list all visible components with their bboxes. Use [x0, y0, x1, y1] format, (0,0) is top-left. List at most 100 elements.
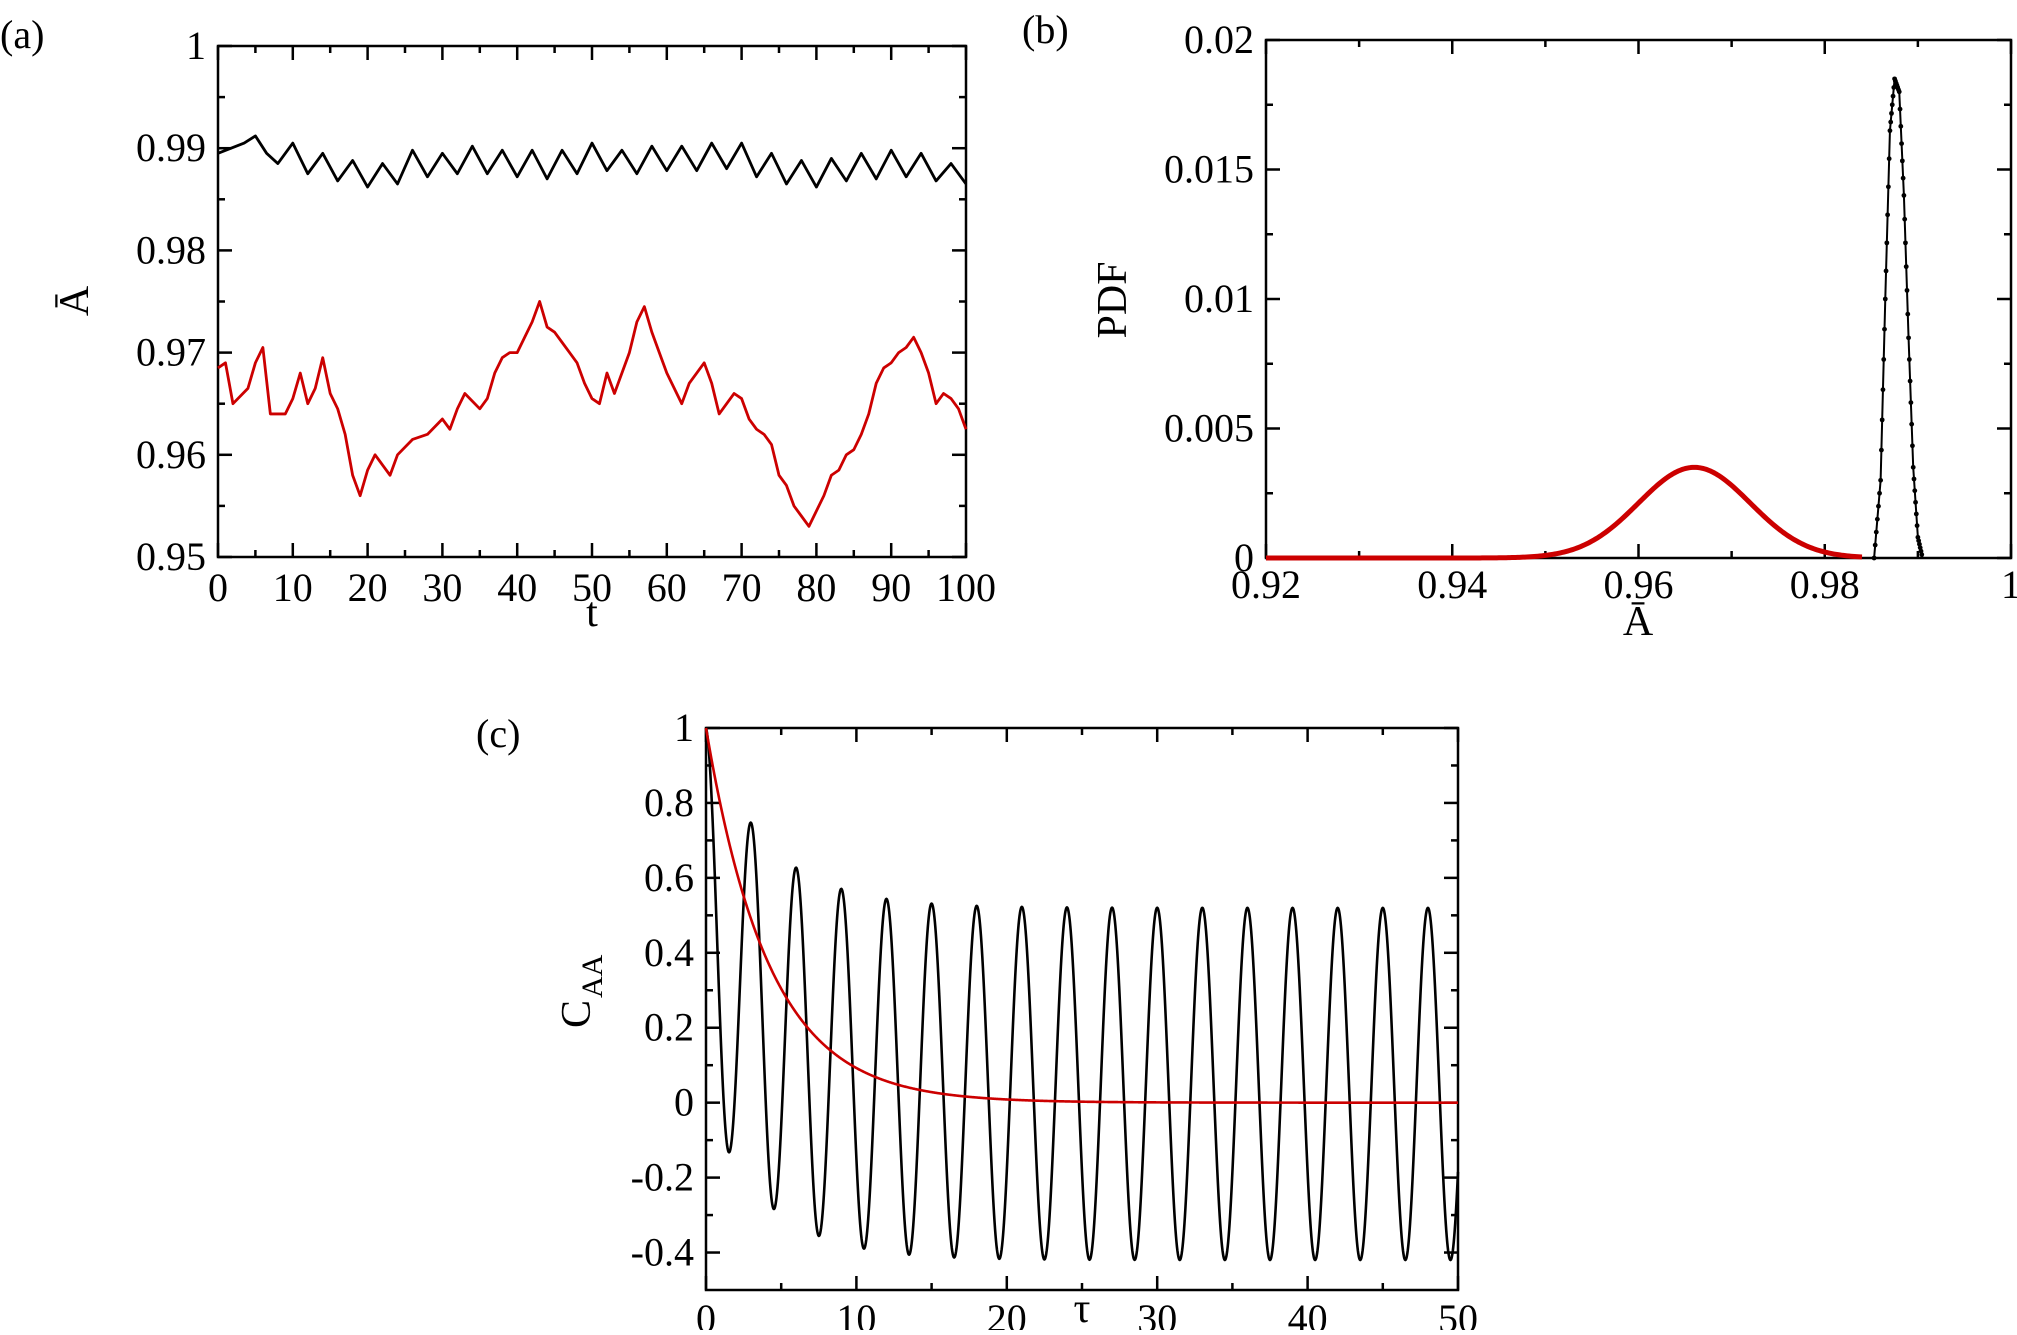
- series-black-point: [1899, 158, 1905, 164]
- series-black-point: [1906, 357, 1912, 362]
- panel-c-ticks: [704, 726, 1460, 1290]
- x-tick-label: 40: [1288, 1296, 1328, 1330]
- y-tick-label: 0.4: [644, 930, 694, 975]
- series-black-point: [1908, 400, 1914, 405]
- panel-b-ticks: [1264, 38, 2013, 560]
- series-black-point: [1885, 184, 1891, 190]
- y-tick-label: 0: [674, 1080, 694, 1125]
- series-black-point: [1900, 175, 1906, 181]
- y-tick-label: 0.97: [136, 330, 206, 375]
- x-tick-label: 40: [497, 565, 537, 610]
- panel-b-ylabel: PDF: [1090, 261, 1136, 338]
- series-black-point: [1897, 106, 1903, 112]
- series-red-line: [217, 300, 968, 528]
- series-black-point: [1901, 193, 1907, 198]
- series-black-point: [1913, 511, 1919, 517]
- series-black-point: [1919, 552, 1925, 557]
- y-tick-label: 0.01: [1184, 276, 1254, 321]
- x-tick-label: 0.92: [1231, 562, 1301, 607]
- series-black-point: [1910, 443, 1915, 449]
- y-tick-label: 0.8: [644, 780, 694, 825]
- series-black-point: [1903, 264, 1909, 270]
- y-tick-label: -0.2: [631, 1155, 694, 1200]
- series-black-point: [1873, 529, 1879, 535]
- x-tick-label: 0.94: [1417, 562, 1487, 607]
- series-black-point: [1889, 102, 1895, 108]
- panel-c: (c) 0 10 20 30 40 50-0.4-0.200.20.40.60.81 τ …: [476, 705, 1478, 1335]
- x-tick-label: 0.96: [1604, 562, 1674, 607]
- y-tick-label: 1: [186, 23, 206, 68]
- series-black-point: [1877, 490, 1882, 496]
- series-black-point: [1906, 335, 1911, 341]
- series-black-point: [1876, 503, 1881, 509]
- y-tick-label: 1: [674, 705, 694, 750]
- panel-c-label: (c): [476, 711, 520, 756]
- x-tick-label: 70: [722, 565, 762, 610]
- y-tick-label: 0.95: [136, 534, 206, 579]
- series-black-point: [1898, 123, 1904, 129]
- series-black-point: [1899, 141, 1904, 147]
- series-black-point: [1913, 499, 1918, 505]
- panel-c-xlabel: τ: [1074, 1286, 1091, 1330]
- panel-b-xlabel: Ā: [1623, 599, 1654, 645]
- series-black-point: [1904, 287, 1910, 293]
- series-black-point: [1909, 421, 1915, 427]
- series-black-point: [1880, 387, 1886, 393]
- series-black-point: [1874, 516, 1880, 522]
- x-tick-label: 100: [936, 565, 996, 610]
- panel-b-series: [1265, 76, 1925, 561]
- x-tick-label: 0: [696, 1296, 716, 1330]
- x-tick-label: 80: [796, 565, 836, 610]
- series-red-line: [1265, 464, 1863, 561]
- panel-a-frame: [216, 44, 968, 559]
- series-black-line: [1873, 77, 1924, 559]
- series-black-point: [1889, 110, 1894, 116]
- series-black-point: [1888, 119, 1894, 125]
- y-tick-label: 0.005: [1164, 406, 1254, 451]
- y-tick-label: 0.6: [644, 855, 694, 900]
- x-tick-label: 10: [273, 565, 313, 610]
- panel-a-xlabel: t: [586, 590, 598, 636]
- panel-a-ylabel: Ā: [52, 285, 98, 316]
- series-black-point: [1912, 488, 1918, 494]
- panel-a-ticks: [216, 44, 968, 559]
- x-tick-label: 50: [1438, 1296, 1478, 1330]
- panel-a-label: (a): [0, 12, 44, 57]
- series-black-point: [1907, 378, 1913, 384]
- x-tick-label: 60: [647, 565, 687, 610]
- panel-a-series: [217, 134, 968, 528]
- x-tick-label: 0: [208, 565, 228, 610]
- series-black-point: [1871, 555, 1877, 561]
- x-tick-label: 1: [2001, 562, 2017, 607]
- series-black-point: [1903, 240, 1908, 246]
- panel-c-ylabel: C AA: [554, 954, 609, 1028]
- y-tick-label: 0.2: [644, 1005, 694, 1050]
- y-tick-label: 0.98: [136, 227, 206, 272]
- series-black-point: [1914, 523, 1920, 529]
- y-tick-label: 0: [1234, 535, 1254, 580]
- series-black-point: [1905, 311, 1911, 317]
- series-black-point: [1881, 357, 1887, 362]
- y-tick-label: 0.015: [1164, 147, 1254, 192]
- series-black-point: [1896, 89, 1902, 95]
- series-black-point: [1872, 542, 1878, 548]
- x-tick-label: 90: [871, 565, 911, 610]
- series-black-point: [1886, 156, 1892, 162]
- series-black-point: [1911, 476, 1917, 482]
- series-red-line: [704, 727, 1459, 1104]
- panel-c-series: [704, 727, 1460, 1262]
- panel-c-ylabel-main: C: [554, 1000, 600, 1028]
- series-black-point: [1890, 93, 1896, 99]
- x-tick-label: 50: [572, 565, 612, 610]
- y-tick-label: 0.02: [1184, 17, 1254, 62]
- x-tick-label: 20: [987, 1296, 1027, 1330]
- series-black-point: [1882, 326, 1887, 332]
- panel-c-tick-labels: 0 10 20 30 40 50 -0.4 -0.2 0 0.2 0.4 0.6 0.8 1: [631, 705, 1478, 1335]
- series-black-point: [1884, 240, 1890, 246]
- x-tick-label: 30: [1137, 1296, 1177, 1330]
- y-tick-label: 0.99: [136, 125, 206, 170]
- panel-b-frame: [1264, 38, 2013, 560]
- panel-b-tick-labels: 0.92 0.94 0.96 0.98 1 0 0.005 0.01 0.015 0.02: [1164, 17, 2017, 607]
